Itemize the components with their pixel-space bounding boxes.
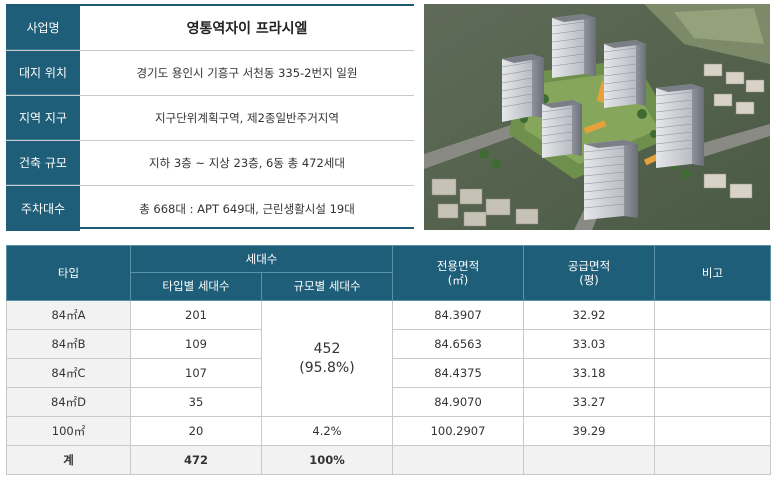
info-row-zoning: 지역 지구 지구단위계획구역, 제2종일반주거지역	[6, 96, 414, 141]
unit-type: 84㎡B	[6, 329, 131, 359]
header-supply-area-unit: (평)	[579, 273, 599, 287]
total-empty	[523, 445, 655, 475]
exclusive-area: 100.2907	[392, 416, 524, 446]
unit-count: 109	[130, 329, 262, 359]
header-note: 비고	[654, 245, 771, 301]
unit-type: 84㎡A	[6, 300, 131, 330]
unit-type-table: 타입 세대수 전용면적 (㎡) 공급면적 (평) 비고 타입별 세대수 규모별 …	[6, 245, 771, 475]
exclusive-area: 84.3907	[392, 300, 524, 330]
header-by-type: 타입별 세대수	[130, 272, 262, 301]
total-row: 계 472 100%	[6, 445, 771, 475]
parking: 총 668대 : APT 649대, 근린생활시설 19대	[139, 201, 355, 216]
header-type: 타입	[6, 245, 131, 301]
table-row: 84㎡C 107 84.4375 33.18	[6, 358, 771, 388]
header-exclusive-area-line1: 전용면적	[436, 258, 480, 273]
info-label: 대지 위치	[6, 51, 80, 95]
size-group-84-ratio: (95.8%)	[299, 359, 355, 376]
apartment-rendering-image	[424, 4, 770, 230]
total-empty	[654, 445, 771, 475]
info-row-project-name: 사업명 영통역자이 프라시엘	[6, 6, 414, 51]
supply-area: 32.92	[523, 300, 655, 330]
exclusive-area: 84.9070	[392, 387, 524, 417]
total-ratio: 100%	[261, 445, 393, 475]
info-row-site-location: 대지 위치 경기도 용인시 기흥구 서천동 335-2번지 일원	[6, 51, 414, 96]
info-row-parking: 주차대수 총 668대 : APT 649대, 근린생활시설 19대	[6, 186, 414, 231]
table-row: 84㎡A 201 452 (95.8%) 84.3907 32.92	[6, 300, 771, 417]
unit-count: 201	[130, 300, 262, 330]
header-exclusive-area-unit: (㎡)	[447, 273, 469, 287]
exclusive-area: 84.6563	[392, 329, 524, 359]
header-exclusive-area: 전용면적 (㎡)	[392, 245, 524, 301]
unit-type: 100㎡	[6, 416, 131, 446]
site-location: 경기도 용인시 기흥구 서천동 335-2번지 일원	[136, 66, 358, 80]
total-count: 472	[130, 445, 262, 475]
supply-area: 33.03	[523, 329, 655, 359]
info-label: 지역 지구	[6, 96, 80, 140]
header-by-size: 규모별 세대수	[261, 272, 393, 301]
supply-area: 33.27	[523, 387, 655, 417]
supply-area: 39.29	[523, 416, 655, 446]
info-row-building-scale: 건축 규모 지하 3층 ~ 지상 23층, 6동 총 472세대	[6, 141, 414, 186]
size-group-84: 452 (95.8%)	[261, 300, 393, 417]
note	[654, 416, 771, 446]
table-row: 84㎡D 35 84.9070 33.27	[6, 387, 771, 417]
total-empty	[392, 445, 524, 475]
supply-area: 33.18	[523, 358, 655, 388]
zoning: 지구단위계획구역, 제2종일반주거지역	[155, 111, 339, 125]
table-row: 84㎡B 109 84.6563 33.03	[6, 329, 771, 359]
project-info-table: 사업명 영통역자이 프라시엘 대지 위치 경기도 용인시 기흥구 서천동 335…	[6, 4, 414, 231]
header-households: 세대수	[130, 245, 393, 273]
info-label: 주차대수	[6, 186, 80, 231]
note	[654, 358, 771, 388]
info-label: 건축 규모	[6, 141, 80, 185]
size-share: 4.2%	[261, 416, 393, 446]
exclusive-area: 84.4375	[392, 358, 524, 388]
building-scale: 지하 3층 ~ 지상 23층, 6동 총 472세대	[149, 156, 345, 170]
note	[654, 300, 771, 330]
unit-type: 84㎡C	[6, 358, 131, 388]
header-supply-area-line1: 공급면적	[567, 258, 611, 273]
note	[654, 387, 771, 417]
header-supply-area: 공급면적 (평)	[523, 245, 655, 301]
size-group-84-count: 452	[313, 341, 341, 358]
total-label: 계	[6, 445, 131, 475]
unit-count: 20	[130, 416, 262, 446]
unit-count: 107	[130, 358, 262, 388]
info-label: 사업명	[6, 6, 80, 50]
project-name: 영통역자이 프라시엘	[186, 21, 308, 37]
table-row: 100㎡ 20 4.2% 100.2907 39.29	[6, 416, 771, 446]
unit-count: 35	[130, 387, 262, 417]
unit-type: 84㎡D	[6, 387, 131, 417]
note	[654, 329, 771, 359]
